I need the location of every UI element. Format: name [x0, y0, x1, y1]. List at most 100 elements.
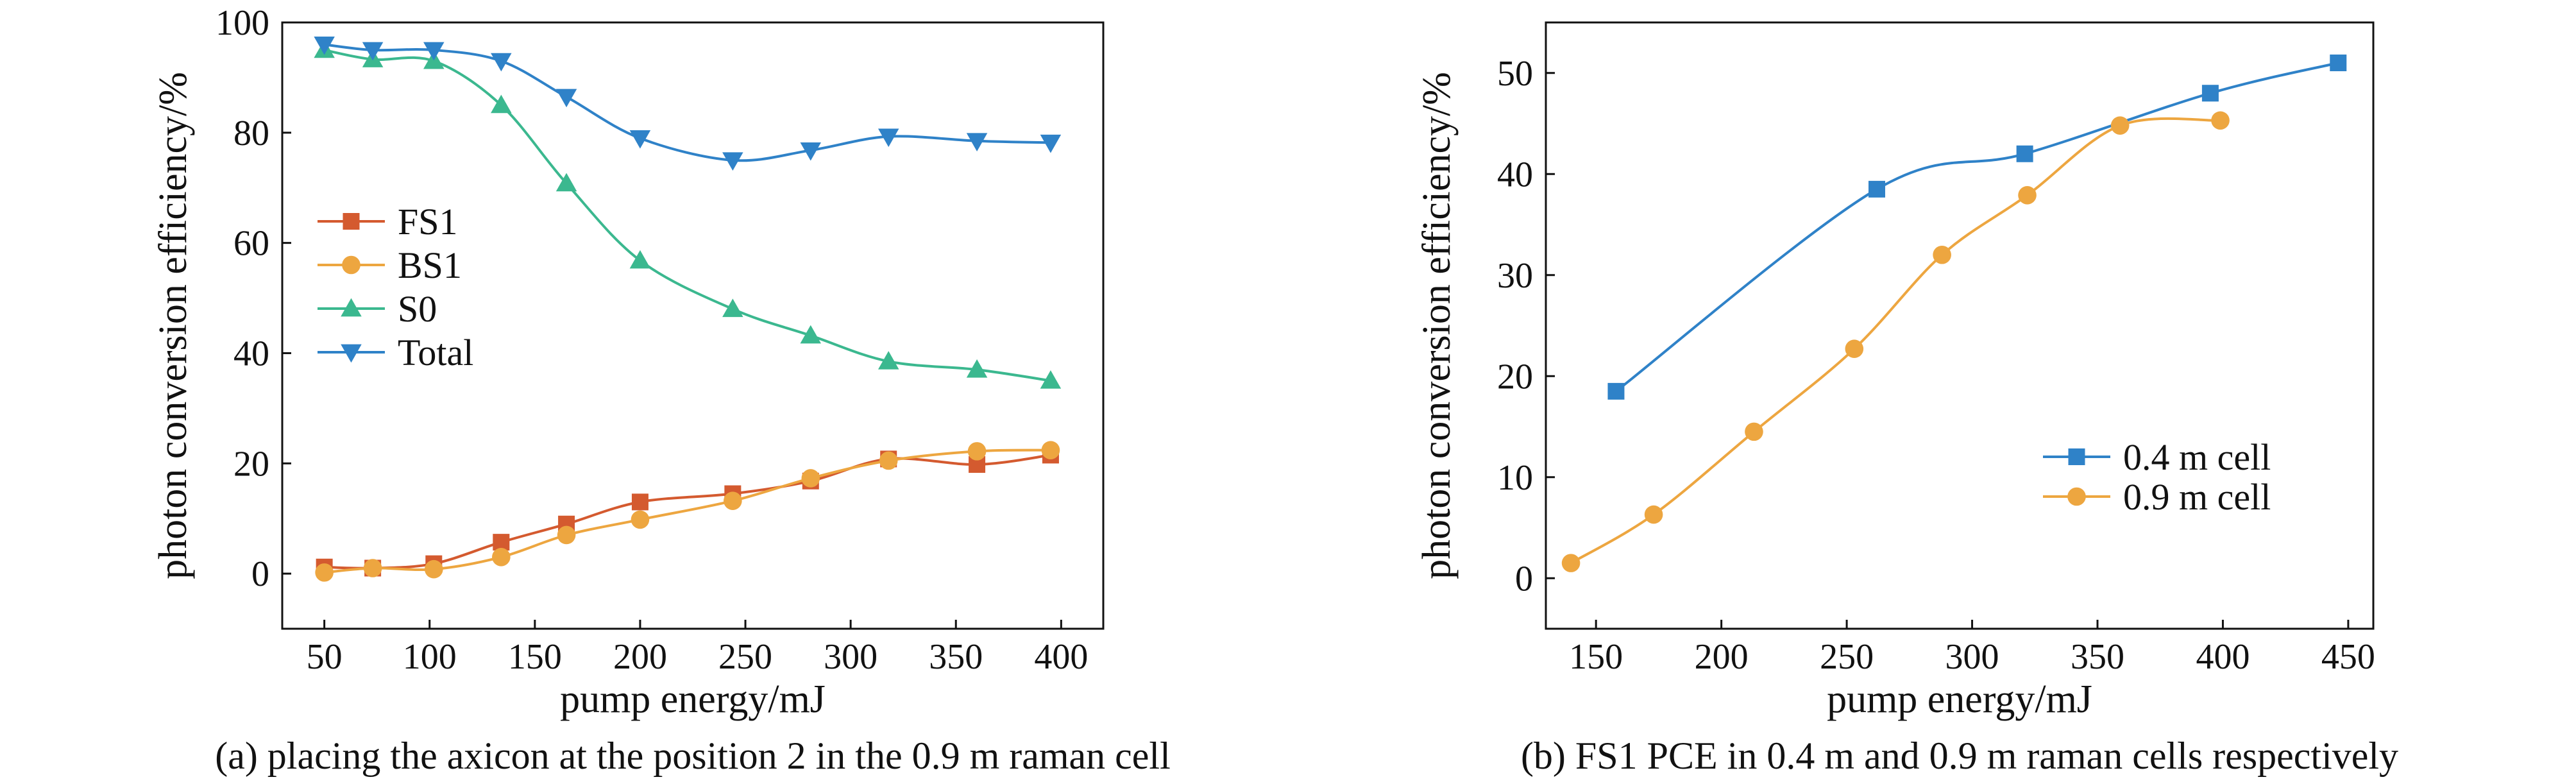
- x-tick-label: 300: [824, 637, 877, 677]
- x-tick-label: 300: [1945, 637, 1999, 677]
- x-tick-label: 50: [307, 637, 343, 677]
- data-point-bs1: [879, 451, 898, 470]
- x-axis-label: pump energy/mJ: [560, 677, 826, 721]
- legend-label: 0.4 m cell: [2123, 436, 2271, 478]
- x-tick-label: 400: [1034, 637, 1088, 677]
- legend-entry-s0: S0: [318, 288, 437, 330]
- data-point-total: [555, 89, 577, 108]
- legend-entry-bs1: BS1: [318, 244, 462, 286]
- legend-marker: [2067, 487, 2086, 506]
- legend-marker: [2068, 448, 2085, 465]
- data-point-bs1: [1041, 441, 1060, 459]
- data-point-total: [722, 152, 743, 171]
- panel-caption: (b) FS1 PCE in 0.4 m and 0.9 m raman cel…: [1521, 735, 2398, 777]
- x-tick-label: 200: [1695, 637, 1749, 677]
- data-point-total: [1040, 134, 1062, 153]
- legend-entry-0-9-m-cell: 0.9 m cell: [2043, 476, 2271, 518]
- x-tick-label: 250: [718, 637, 772, 677]
- x-tick-label: 250: [1820, 637, 1874, 677]
- x-tick-label: 450: [2321, 637, 2375, 677]
- series-line-0-4-m-cell: [1615, 62, 2339, 393]
- data-point-bs1: [724, 491, 742, 510]
- data-point-0-4-m-cell: [2330, 55, 2347, 71]
- legend-marker: [341, 298, 362, 317]
- data-point-total: [362, 42, 384, 61]
- series-line-0-9-m-cell: [1570, 117, 2221, 565]
- data-point-total: [966, 133, 988, 151]
- data-point-total: [800, 142, 822, 161]
- series-0-9-m-cell: [1561, 111, 2230, 572]
- data-point-bs1: [967, 442, 987, 461]
- data-point-bs1: [801, 469, 820, 488]
- legend-entry-0-4-m-cell: 0.4 m cell: [2043, 436, 2271, 478]
- chart-panel-b: 150 200 250 300 350 400 450 0 10 20 30 40 50 pump ene…: [1415, 21, 2398, 777]
- x-tick-label: 350: [2071, 637, 2124, 677]
- data-point-0-4-m-cell: [1868, 180, 1885, 198]
- legend-label: 0.9 m cell: [2123, 476, 2271, 518]
- legend-marker: [341, 344, 362, 363]
- data-point-bs1: [315, 563, 334, 582]
- x-tick-label: 400: [2196, 637, 2250, 677]
- panel-caption: (a) placing the axicon at the position 2…: [215, 735, 1171, 777]
- y-tick-label: 40: [1497, 155, 1533, 194]
- plot-frame: [1545, 21, 2375, 630]
- data-point-total: [423, 42, 445, 61]
- y-tick-label: 20: [233, 444, 269, 484]
- x-tick-label: 350: [929, 637, 983, 677]
- plot-frame: [281, 21, 1105, 630]
- data-point-s0: [966, 359, 988, 378]
- series-total: [314, 37, 1062, 171]
- data-point-fs1: [493, 534, 510, 551]
- legend-label: Total: [398, 332, 473, 373]
- y-tick-label: 0: [1515, 559, 1533, 599]
- x-tick-label: 150: [508, 637, 562, 677]
- y-tick-label: 40: [233, 334, 269, 373]
- data-point-0-9-m-cell: [2211, 111, 2230, 130]
- data-point-bs1: [557, 525, 576, 545]
- legend-entry-fs1: FS1: [318, 201, 458, 243]
- y-axis-label: photon conversion efficiency/%: [151, 72, 195, 579]
- data-point-total: [491, 53, 512, 72]
- series-line-bs1: [324, 448, 1051, 574]
- data-point-fs1: [631, 493, 648, 511]
- legend-label: S0: [398, 288, 437, 330]
- data-point-s0: [1040, 370, 1062, 389]
- legend-label: FS1: [398, 201, 458, 243]
- y-tick-label: 60: [233, 224, 269, 264]
- y-tick-label: 0: [251, 554, 269, 594]
- x-tick-label: 100: [403, 637, 457, 677]
- data-point-0-9-m-cell: [2110, 116, 2130, 135]
- data-point-s0: [722, 298, 743, 318]
- data-point-total: [629, 130, 651, 149]
- series-s0: [314, 39, 1062, 389]
- y-tick-label: 50: [1497, 54, 1533, 94]
- data-point-0-9-m-cell: [1845, 339, 1864, 359]
- data-point-0-9-m-cell: [1644, 505, 1663, 524]
- data-point-0-9-m-cell: [1933, 245, 1951, 264]
- series-bs1: [315, 441, 1060, 582]
- y-tick-label: 30: [1497, 256, 1533, 296]
- series-0-4-m-cell: [1607, 55, 2347, 400]
- chart-panel-a: 50 100 150 200 250 300 350 400 0 20 40 60 80 100 pump …: [151, 3, 1171, 777]
- data-point-s0: [629, 250, 651, 269]
- x-axis-label: pump energy/mJ: [1827, 677, 2092, 721]
- data-point-s0: [877, 351, 899, 370]
- y-axis-label: photon conversion efficiency/%: [1415, 72, 1459, 579]
- data-point-bs1: [425, 559, 443, 579]
- data-point-0-4-m-cell: [1607, 382, 1625, 400]
- y-tick-label: 100: [216, 3, 269, 43]
- legend-entry-total: Total: [318, 332, 473, 373]
- y-tick-label: 10: [1497, 458, 1533, 498]
- legend-marker: [343, 213, 360, 230]
- data-point-0-4-m-cell: [2201, 85, 2219, 102]
- data-point-bs1: [631, 510, 650, 529]
- data-point-s0: [800, 325, 822, 344]
- y-tick-label: 80: [233, 114, 269, 153]
- data-point-s0: [491, 94, 512, 114]
- x-tick-label: 150: [1569, 637, 1623, 677]
- data-point-0-9-m-cell: [1745, 422, 1763, 441]
- data-point-total: [877, 128, 899, 148]
- data-point-s0: [555, 173, 577, 192]
- data-point-0-9-m-cell: [2018, 186, 2037, 205]
